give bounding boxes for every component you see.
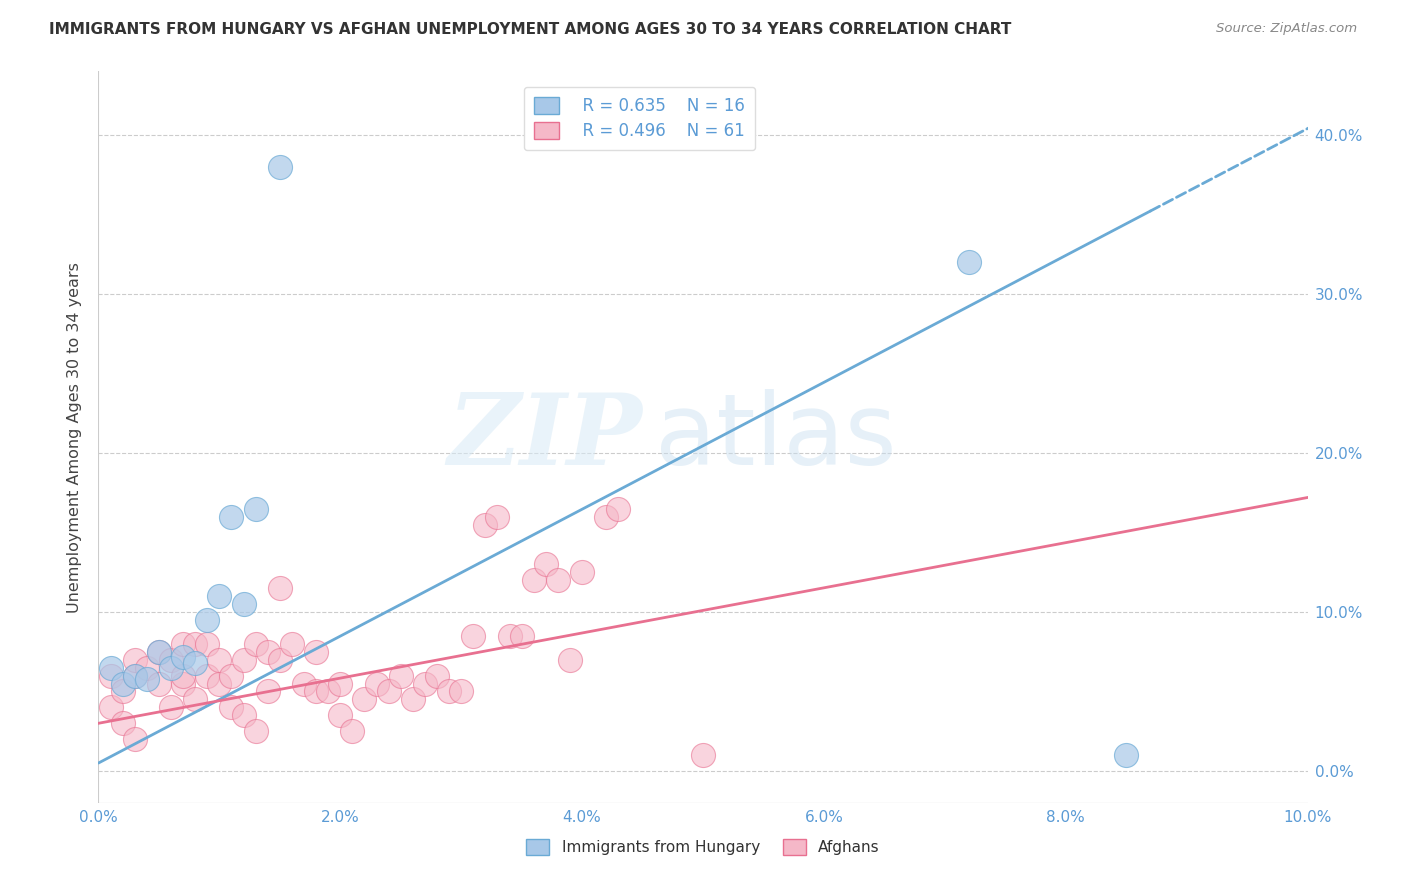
Point [124,732,146,747]
Point [208,653,231,667]
Point [402,692,425,706]
Text: IMMIGRANTS FROM HUNGARY VS AFGHAN UNEMPLOYMENT AMONG AGES 30 TO 34 YEARS CORRELA: IMMIGRANTS FROM HUNGARY VS AFGHAN UNEMPL… [49,22,1011,37]
Point [426,668,449,682]
Point [232,653,254,667]
Point [111,716,134,731]
Point [111,684,134,698]
Point [474,517,496,532]
Point [208,676,231,690]
Point [292,676,315,690]
Point [111,676,134,690]
Point [245,637,267,651]
Point [135,672,157,686]
Text: atlas: atlas [655,389,896,485]
Point [342,724,364,739]
Point [256,684,278,698]
Point [160,660,183,674]
Point [486,509,509,524]
Point [232,597,254,611]
Point [534,558,557,572]
Point [124,668,146,682]
Point [160,653,183,667]
Point [124,668,146,682]
Point [195,613,218,627]
Point [389,668,412,682]
Y-axis label: Unemployment Among Ages 30 to 34 years: Unemployment Among Ages 30 to 34 years [67,261,83,613]
Point [232,708,254,723]
Point [329,676,352,690]
Point [135,660,157,674]
Point [148,645,170,659]
Point [377,684,399,698]
Point [172,668,194,682]
Point [1115,748,1137,763]
Point [413,676,436,690]
Point [437,684,460,698]
Point [208,589,231,603]
Point [269,160,291,174]
Point [221,509,243,524]
Point [607,501,630,516]
Point [245,501,267,516]
Point [305,645,328,659]
Text: Source: ZipAtlas.com: Source: ZipAtlas.com [1216,22,1357,36]
Point [547,573,569,587]
Point [353,692,375,706]
Point [184,637,207,651]
Point [329,708,352,723]
Point [160,700,183,714]
Point [245,724,267,739]
Point [172,637,194,651]
Point [498,629,520,643]
Point [269,581,291,595]
Point [124,653,146,667]
Point [316,684,339,698]
Point [571,566,593,580]
Point [195,637,218,651]
Point [269,653,291,667]
Point [100,700,122,714]
Point [221,700,243,714]
Point [510,629,533,643]
Point [450,684,472,698]
Point [195,668,218,682]
Point [100,660,122,674]
Point [184,692,207,706]
Point [256,645,278,659]
Point [221,668,243,682]
Point [281,637,304,651]
Point [366,676,388,690]
Legend: Immigrants from Hungary, Afghans: Immigrants from Hungary, Afghans [520,833,886,861]
Point [558,653,581,667]
Point [692,748,714,763]
Point [184,656,207,670]
Point [172,676,194,690]
Point [172,649,194,664]
Point [305,684,328,698]
Point [148,676,170,690]
Point [148,645,170,659]
Text: ZIP: ZIP [447,389,643,485]
Point [463,629,485,643]
Point [523,573,546,587]
Point [595,509,617,524]
Point [957,255,980,269]
Point [100,668,122,682]
